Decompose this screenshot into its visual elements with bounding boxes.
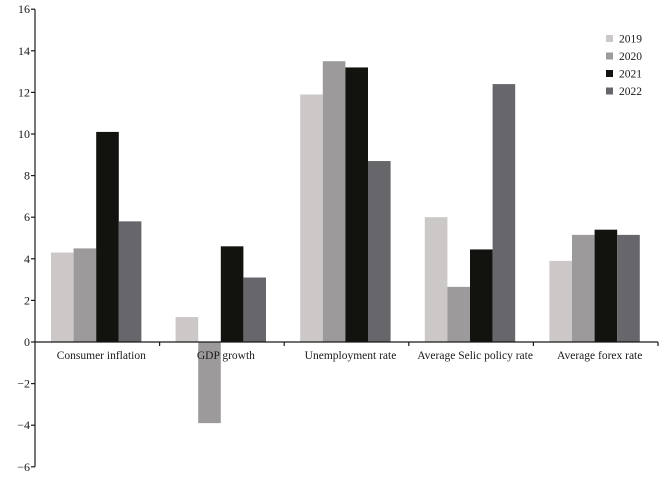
bar-2022: [368, 161, 391, 342]
y-tick-label: −2: [17, 377, 30, 391]
bar-2022: [492, 84, 516, 342]
category-label: Average forex rate: [557, 350, 642, 362]
y-tick-label: 12: [18, 85, 30, 99]
legend-swatch-2022: [606, 87, 613, 95]
category-label: Consumer inflation: [57, 350, 146, 362]
bar-2020: [198, 342, 221, 424]
y-tick-label: 14: [18, 44, 30, 58]
bar-2019: [549, 260, 572, 342]
bar-2020: [322, 61, 346, 342]
category-label: Unemployment rate: [305, 350, 397, 362]
legend-label: 2022: [619, 86, 642, 98]
legend-swatch-2019: [606, 35, 613, 42]
legend: 2019 2020 2021 2022: [606, 34, 642, 98]
y-tick-label: 2: [24, 293, 30, 307]
y-tick-label: 10: [18, 127, 30, 141]
bar-2022: [118, 221, 142, 342]
legend-label: 2020: [619, 51, 642, 63]
y-tick-label: 8: [24, 169, 30, 183]
bar-2020: [73, 248, 97, 342]
category-label: Average Selic policy rate: [417, 350, 533, 362]
bar-2021: [345, 67, 368, 342]
category-label: GDP growth: [197, 350, 255, 362]
legend-swatch-2021: [606, 70, 613, 77]
y-tick-label: 6: [24, 210, 30, 224]
bar-2019: [175, 317, 199, 342]
y-axis: 16 14 12 10 8 6 4 2 0 −2 −4 −6: [17, 2, 36, 474]
bar-2019: [51, 252, 74, 342]
bar-2021: [594, 229, 618, 342]
bar-2022: [617, 234, 640, 342]
legend-label: 2021: [619, 69, 642, 81]
bar-2020: [572, 234, 595, 342]
bar-2021: [96, 131, 119, 342]
y-tick-label: 4: [24, 252, 30, 266]
y-tick-label: −4: [17, 418, 30, 432]
x-axis: Consumer inflation GDP growth Unemployment…: [35, 341, 659, 362]
bar-2021: [470, 249, 493, 342]
legend-swatch-2020: [606, 52, 613, 60]
legend-label: 2019: [619, 34, 642, 46]
y-tick-label: 0: [24, 335, 30, 349]
y-tick-label: 16: [18, 2, 30, 16]
bar-2022: [243, 277, 266, 342]
bars: [51, 61, 640, 424]
bar-2019: [300, 94, 323, 342]
bar-2019: [424, 217, 448, 342]
bar-2020: [447, 286, 470, 342]
y-tick-label: −6: [17, 460, 30, 474]
bar-2021: [220, 246, 244, 342]
